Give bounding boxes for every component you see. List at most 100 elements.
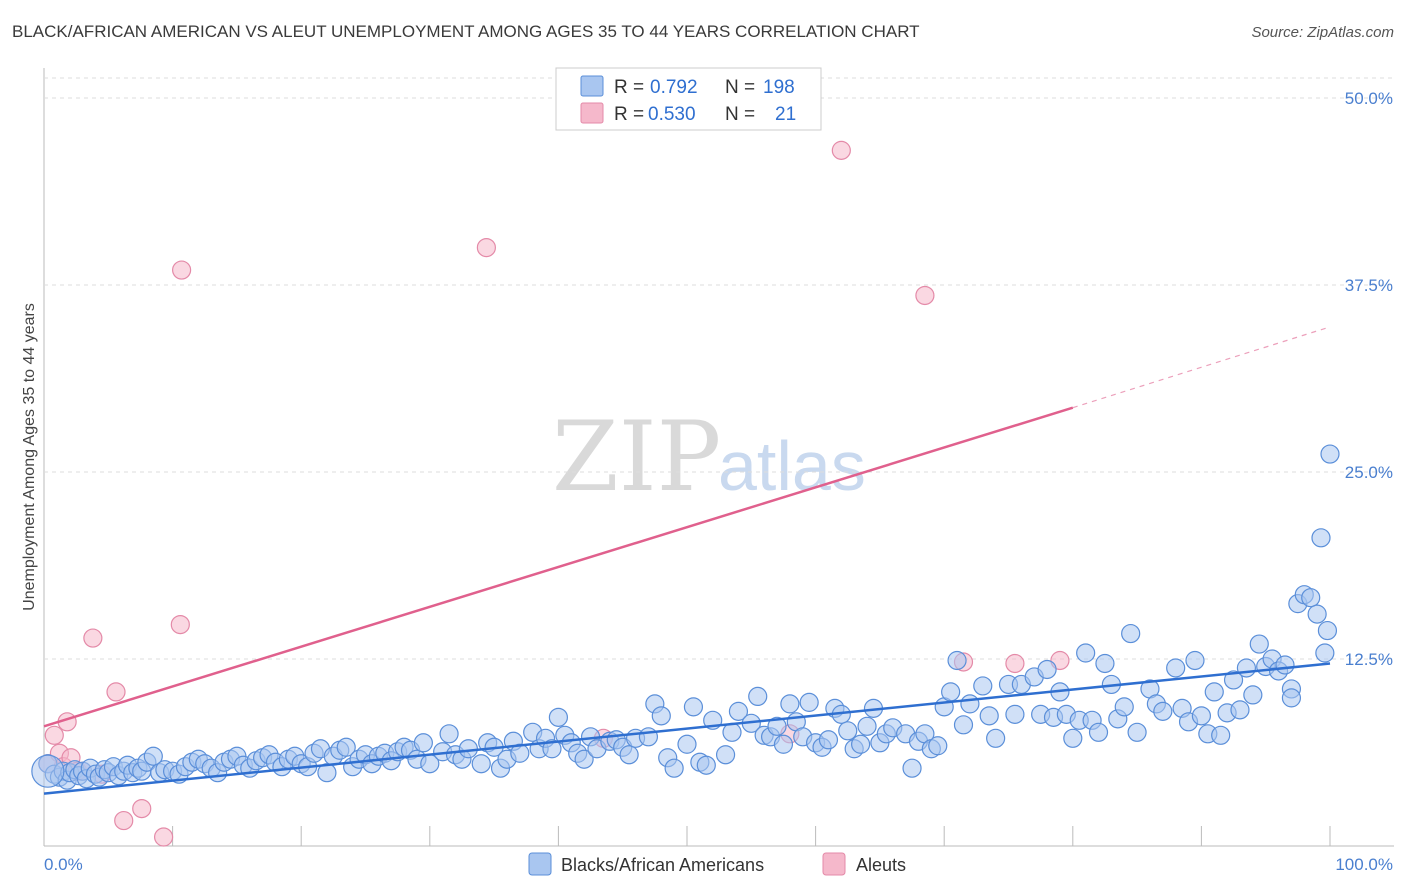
black-point bbox=[1153, 701, 1173, 721]
legend-swatch-pink bbox=[580, 102, 604, 124]
black-point bbox=[715, 745, 736, 765]
black-point bbox=[986, 728, 1006, 748]
black-point bbox=[638, 727, 659, 747]
aleut-point bbox=[114, 810, 134, 831]
bottom-legend-label-pink: Aleuts bbox=[856, 855, 906, 875]
aleut-trendline-extension bbox=[1072, 326, 1331, 409]
legend-n-label-blue: N = bbox=[725, 77, 755, 98]
black-point bbox=[317, 763, 337, 783]
aleut-point bbox=[1005, 653, 1025, 674]
black-point bbox=[1230, 700, 1250, 720]
black-point bbox=[928, 736, 948, 756]
black-point bbox=[439, 724, 459, 744]
series-legend: Blacks/African Americans Aleuts bbox=[528, 852, 906, 876]
black-point bbox=[780, 694, 800, 714]
aleut-point bbox=[153, 827, 174, 847]
black-points bbox=[31, 444, 1340, 790]
black-point bbox=[1204, 682, 1224, 702]
aleut-point bbox=[106, 682, 126, 702]
black-point bbox=[683, 697, 704, 717]
black-point bbox=[1185, 650, 1205, 671]
correlation-legend: R = 0.792 N = 198 R = 0.530 N = 21 bbox=[555, 67, 822, 131]
gridlines bbox=[44, 77, 1394, 660]
aleut-point bbox=[170, 614, 190, 635]
black-point bbox=[1317, 620, 1338, 641]
black-point bbox=[1223, 670, 1244, 690]
watermark-zip: ZIP bbox=[552, 401, 721, 513]
black-point bbox=[953, 715, 974, 735]
aleut-point bbox=[83, 628, 103, 648]
aleut-point bbox=[132, 798, 152, 819]
y-tick-label: 50.0% bbox=[1345, 89, 1393, 108]
black-point bbox=[838, 721, 858, 741]
bottom-legend-swatch-pink bbox=[822, 852, 846, 876]
black-point bbox=[857, 716, 877, 736]
black-point bbox=[651, 706, 671, 726]
aleut-point bbox=[831, 140, 851, 160]
y-tick-label: 25.0% bbox=[1345, 463, 1393, 482]
black-point bbox=[1301, 588, 1321, 608]
black-point bbox=[1236, 658, 1257, 678]
legend-n-value-blue: 198 bbox=[763, 77, 795, 98]
black-point-cluster bbox=[31, 754, 65, 788]
black-point bbox=[1005, 704, 1025, 724]
black-point bbox=[1166, 658, 1186, 678]
black-point bbox=[336, 737, 356, 757]
black-point bbox=[767, 716, 787, 736]
black-point bbox=[960, 694, 980, 714]
black-point bbox=[1088, 722, 1109, 742]
legend-r-value-blue: 0.792 bbox=[650, 77, 698, 98]
black-point bbox=[542, 739, 562, 759]
x-tick-label-max: 100.0% bbox=[1335, 855, 1393, 874]
trendlines bbox=[43, 326, 1331, 795]
black-point bbox=[941, 682, 961, 702]
black-point bbox=[947, 650, 967, 671]
black-point bbox=[1114, 697, 1134, 717]
x-tick-marks bbox=[43, 826, 1331, 846]
black-point bbox=[973, 676, 993, 696]
chart-title: BLACK/AFRICAN AMERICAN VS ALEUT UNEMPLOY… bbox=[12, 22, 920, 41]
black-point bbox=[748, 686, 768, 707]
black-point bbox=[471, 754, 491, 774]
black-point bbox=[664, 758, 684, 778]
black-point bbox=[1275, 655, 1295, 675]
y-tick-labels: 12.5% 25.0% 37.5% 50.0% bbox=[1345, 89, 1393, 669]
y-tick-label: 37.5% bbox=[1345, 276, 1393, 295]
aleut-point bbox=[172, 260, 192, 280]
black-point bbox=[458, 739, 478, 759]
black-point bbox=[1076, 643, 1096, 663]
black-point bbox=[619, 745, 639, 765]
black-point bbox=[1191, 706, 1212, 726]
black-point bbox=[1307, 604, 1327, 624]
black-point bbox=[143, 746, 163, 766]
legend-n-value-pink: 21 bbox=[775, 104, 796, 125]
black-point bbox=[677, 734, 697, 754]
black-point bbox=[773, 734, 794, 754]
black-point bbox=[1315, 643, 1335, 663]
y-tick-label: 12.5% bbox=[1345, 650, 1393, 669]
legend-r-label-blue: R = bbox=[614, 77, 644, 98]
black-point bbox=[413, 733, 433, 753]
black-point bbox=[1095, 653, 1115, 674]
aleut-point bbox=[476, 238, 496, 258]
black-point bbox=[902, 758, 922, 778]
black-point bbox=[696, 755, 716, 775]
black-point bbox=[1063, 728, 1083, 748]
watermark-atlas: atlas bbox=[718, 427, 866, 505]
black-point bbox=[728, 701, 749, 721]
black-point bbox=[574, 749, 594, 769]
black-point bbox=[979, 706, 999, 726]
aleut-trendline bbox=[43, 406, 1074, 728]
bottom-legend-label-blue: Blacks/African Americans bbox=[561, 855, 764, 875]
black-point bbox=[1311, 528, 1331, 548]
y-axis-label: Unemployment Among Ages 35 to 44 years bbox=[21, 303, 38, 611]
black-point bbox=[818, 730, 839, 750]
bottom-legend-swatch-blue bbox=[528, 852, 552, 876]
black-point bbox=[1249, 634, 1269, 654]
black-point bbox=[1281, 688, 1302, 708]
legend-r-label-pink: R = bbox=[614, 104, 644, 125]
x-tick-label-min: 0.0% bbox=[44, 855, 83, 874]
aleut-point bbox=[44, 725, 64, 745]
aleut-point bbox=[915, 285, 935, 306]
